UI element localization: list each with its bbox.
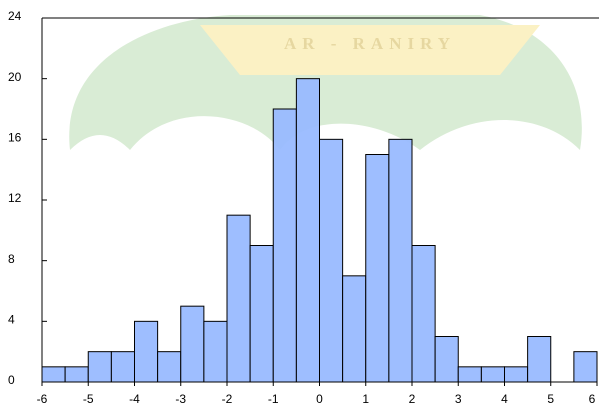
x-tick-label: 6 [589,392,596,406]
bar [227,215,250,382]
bar [204,321,227,382]
x-tick-label: 3 [455,392,462,406]
bar [250,246,273,383]
x-tick-label: 2 [409,392,416,406]
bar [181,306,204,382]
watermark-logo: AR - RANIRY [69,15,582,150]
x-tick-label: 5 [547,392,554,406]
watermark-text: AR - RANIRY [284,34,456,53]
y-tick-label: 4 [8,313,15,327]
bar [65,367,88,382]
bar [366,155,389,383]
bar [505,367,528,382]
y-tick-label: 16 [8,131,22,145]
y-tick-label: 8 [8,252,15,266]
bar [158,352,181,382]
y-tick-label: 12 [8,191,22,205]
y-tick-label: 24 [8,9,22,23]
bar [296,79,319,382]
y-tick-label: 0 [8,373,15,387]
x-tick-label: 4 [501,392,508,406]
bar [42,367,65,382]
x-tick-label: 0 [316,392,323,406]
chart: AR - RANIRY 04812162024-6-5-4-3-2-101234… [0,0,599,411]
bar [88,352,111,382]
bar [481,367,504,382]
x-tick-label: -5 [83,392,94,406]
bar [574,352,597,382]
x-tick-label: -3 [175,392,186,406]
x-tick-label: -1 [268,392,279,406]
bar [435,337,458,383]
bar [111,352,134,382]
bar [458,367,481,382]
bar [389,139,412,382]
x-tick-label: -4 [129,392,140,406]
x-tick-label: -6 [37,392,48,406]
x-tick-label: -2 [222,392,233,406]
bar [412,246,435,383]
bar [135,321,158,382]
bar [273,109,296,382]
bar [528,337,551,383]
y-tick-label: 20 [8,70,22,84]
bar [343,276,366,382]
bar [320,139,343,382]
x-tick-label: 1 [362,392,369,406]
